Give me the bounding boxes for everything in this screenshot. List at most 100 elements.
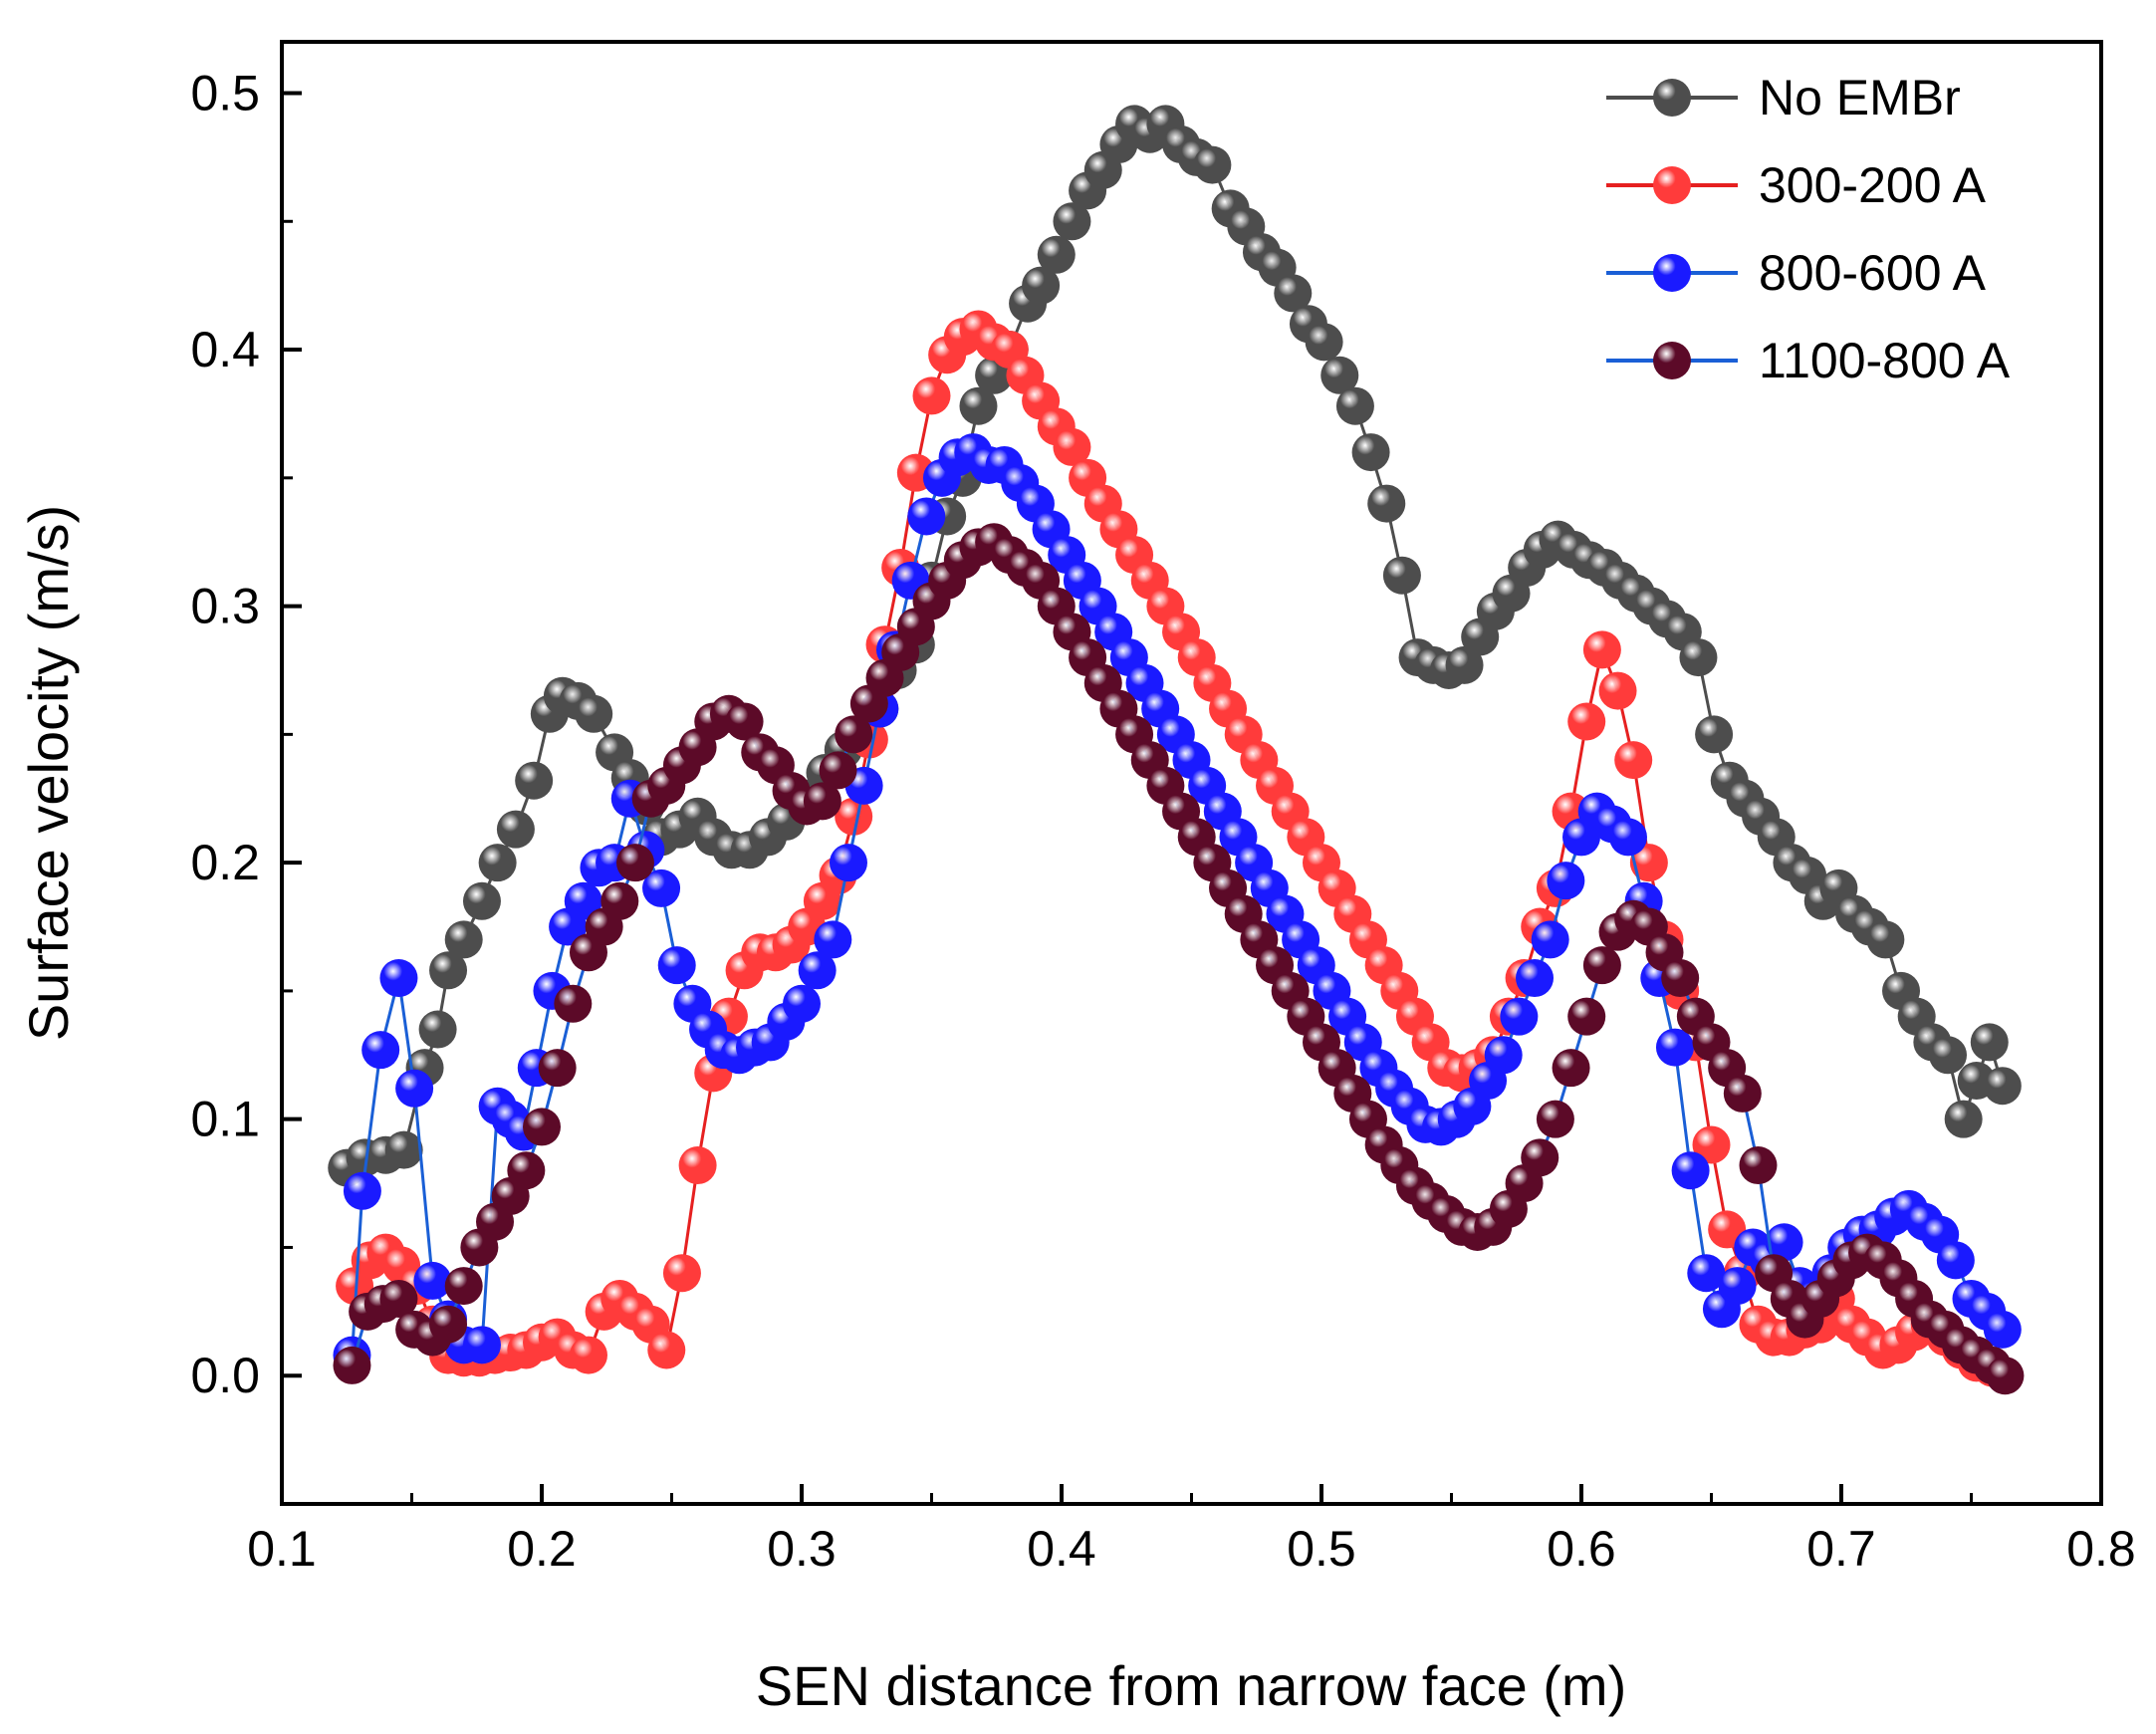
data-point (1765, 1223, 1803, 1262)
data-point (907, 497, 946, 536)
data-point (1053, 427, 1091, 466)
data-point (444, 920, 483, 959)
data-point (379, 959, 418, 998)
data-point (1531, 920, 1569, 959)
data-point (478, 844, 517, 882)
x-tick-label: 0.7 (1806, 1521, 1876, 1577)
data-point (379, 1279, 418, 1318)
data-point (1983, 1310, 2022, 1349)
data-point (600, 881, 639, 920)
series-line (353, 327, 1993, 1369)
data-point (819, 751, 857, 790)
data-point (1367, 484, 1406, 523)
data-point (803, 782, 841, 821)
data-point (1567, 997, 1606, 1036)
x-tick-label: 0.6 (1547, 1521, 1616, 1577)
x-tick-label: 0.3 (767, 1521, 837, 1577)
axes-layer: 0.1 0.2 0.3 0.4 0.5 0.6 0.7 0.8 0.0 0.1 0.2 0.3 0.4 0… (190, 66, 2135, 1577)
data-point (1500, 997, 1539, 1036)
data-point (1022, 266, 1061, 305)
data-point (575, 694, 613, 733)
data-point (1718, 1267, 1757, 1306)
data-point (1193, 145, 1232, 184)
data-point (1739, 1146, 1778, 1185)
data-point (429, 1305, 468, 1344)
data-point (1274, 274, 1313, 313)
data-point (1692, 1125, 1731, 1164)
y-tick-label: 0.3 (190, 579, 260, 634)
data-point (462, 881, 501, 920)
y-tick-label: 0.0 (190, 1348, 260, 1403)
data-point (418, 1010, 457, 1049)
y-tick-label: 0.4 (190, 322, 260, 377)
data-point (444, 1267, 483, 1306)
data-point (1598, 671, 1637, 710)
data-point (523, 1108, 561, 1146)
data-point (1687, 1254, 1726, 1293)
data-point (395, 1069, 434, 1108)
x-tick-label: 0.8 (2066, 1521, 2136, 1577)
data-point (515, 761, 554, 800)
data-point (1582, 630, 1621, 669)
data-point (1351, 433, 1390, 472)
legend-marker (1653, 166, 1691, 204)
data-point (657, 946, 696, 985)
y-tick-label: 0.5 (190, 66, 260, 122)
data-point (647, 1331, 686, 1369)
data-point (333, 1346, 371, 1384)
x-axis-label: SEN distance from narrow face (m) (756, 1654, 1626, 1717)
data-point (814, 920, 852, 959)
series-layer (328, 105, 2025, 1395)
series-300-200-a (336, 310, 2012, 1387)
data-point (662, 1254, 701, 1293)
data-point (413, 1261, 452, 1300)
legend-label: 800-600 A (1759, 245, 1987, 301)
legend-label: No EMBr (1759, 70, 1961, 125)
data-point (1679, 638, 1718, 677)
y-axis-label: Surface velocity (m/s) (17, 505, 80, 1041)
data-point (1552, 1049, 1590, 1088)
legend: No EMBr 300-200 A 800-600 A 1100-800 A (1606, 70, 2011, 388)
data-point (642, 868, 681, 907)
x-tick-label: 0.2 (507, 1521, 577, 1577)
data-point (343, 1171, 381, 1210)
data-point (1723, 1074, 1762, 1113)
data-point (1944, 1100, 1983, 1138)
data-point (564, 881, 602, 920)
data-point (1929, 1036, 1968, 1075)
data-point (462, 1326, 501, 1364)
data-point (1614, 741, 1653, 780)
data-point (1986, 1357, 2025, 1395)
x-tick-label: 0.1 (247, 1521, 317, 1577)
data-point (1445, 645, 1484, 684)
data-point (1671, 1151, 1710, 1190)
data-point (1335, 386, 1374, 425)
data-point (1484, 1036, 1523, 1075)
data-point (1629, 844, 1668, 882)
series-no-embr (328, 105, 2022, 1187)
data-point (1567, 702, 1606, 741)
data-point (615, 844, 654, 882)
data-point (496, 810, 535, 849)
legend-label: 1100-800 A (1759, 333, 2011, 388)
data-point (783, 984, 821, 1023)
data-point (429, 951, 468, 990)
x-tick-label: 0.5 (1287, 1521, 1356, 1577)
legend-label: 300-200 A (1759, 157, 1987, 213)
data-point (1983, 1067, 2022, 1106)
data-point (384, 1130, 423, 1169)
data-point (1866, 920, 1905, 959)
data-point (1695, 715, 1734, 754)
data-point (1320, 356, 1359, 394)
data-point (1970, 1023, 2009, 1062)
y-tick-label: 0.2 (190, 835, 260, 890)
data-point (1516, 959, 1555, 998)
legend-marker (1653, 79, 1691, 117)
data-point (912, 376, 951, 415)
data-point (1608, 818, 1647, 857)
data-point (725, 702, 764, 741)
data-point (1582, 946, 1621, 985)
x-tick-label: 0.4 (1027, 1521, 1096, 1577)
